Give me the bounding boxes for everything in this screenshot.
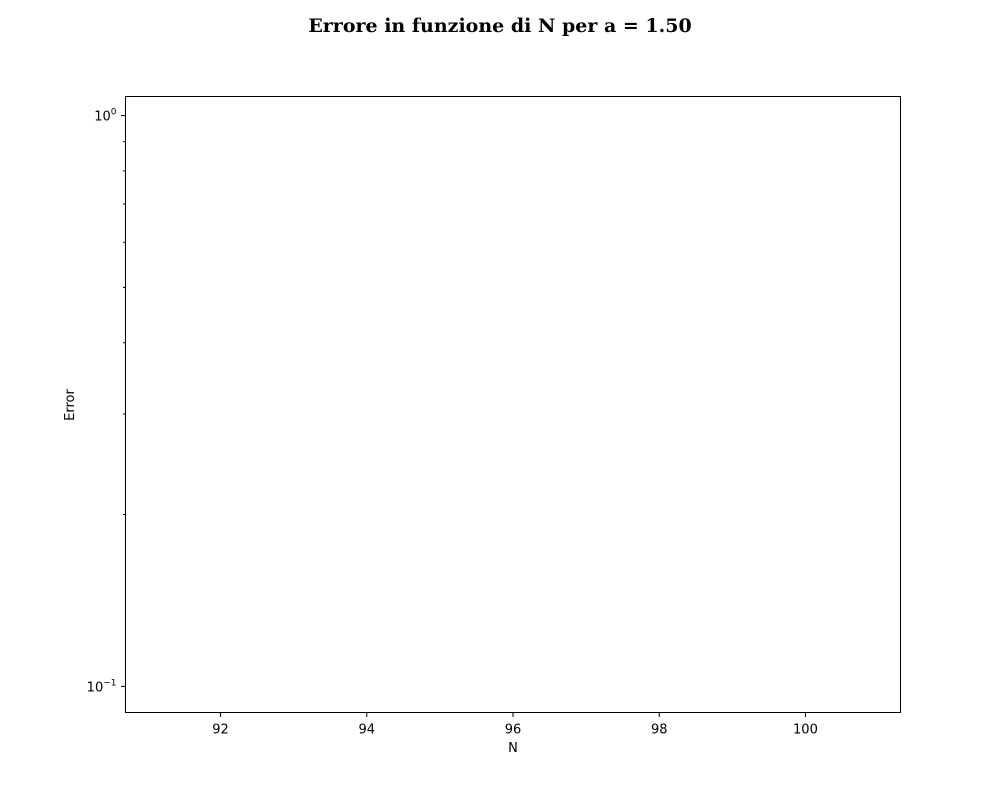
y-tick-label: 100 bbox=[94, 108, 117, 125]
y-tick-base: 10 bbox=[94, 110, 111, 125]
plot-area bbox=[125, 96, 901, 713]
chart-title: Errore in funzione di N per a = 1.50 bbox=[308, 15, 691, 37]
x-tick-label: 100 bbox=[793, 723, 818, 738]
x-tick-label: 92 bbox=[212, 723, 229, 738]
y-tick-base: 10 bbox=[87, 680, 104, 695]
x-axis: 92 94 96 98 100 bbox=[212, 712, 818, 738]
y-tick-label: 10−1 bbox=[87, 678, 117, 695]
x-tick-label: 96 bbox=[505, 723, 522, 738]
x-tick-label: 94 bbox=[359, 723, 376, 738]
x-tick-label: 98 bbox=[651, 723, 668, 738]
x-axis-label: N bbox=[508, 741, 518, 756]
y-axis-label: Error bbox=[63, 389, 78, 421]
y-tick-exponent: −1 bbox=[103, 678, 116, 688]
y-tick-exponent: 0 bbox=[111, 108, 117, 118]
